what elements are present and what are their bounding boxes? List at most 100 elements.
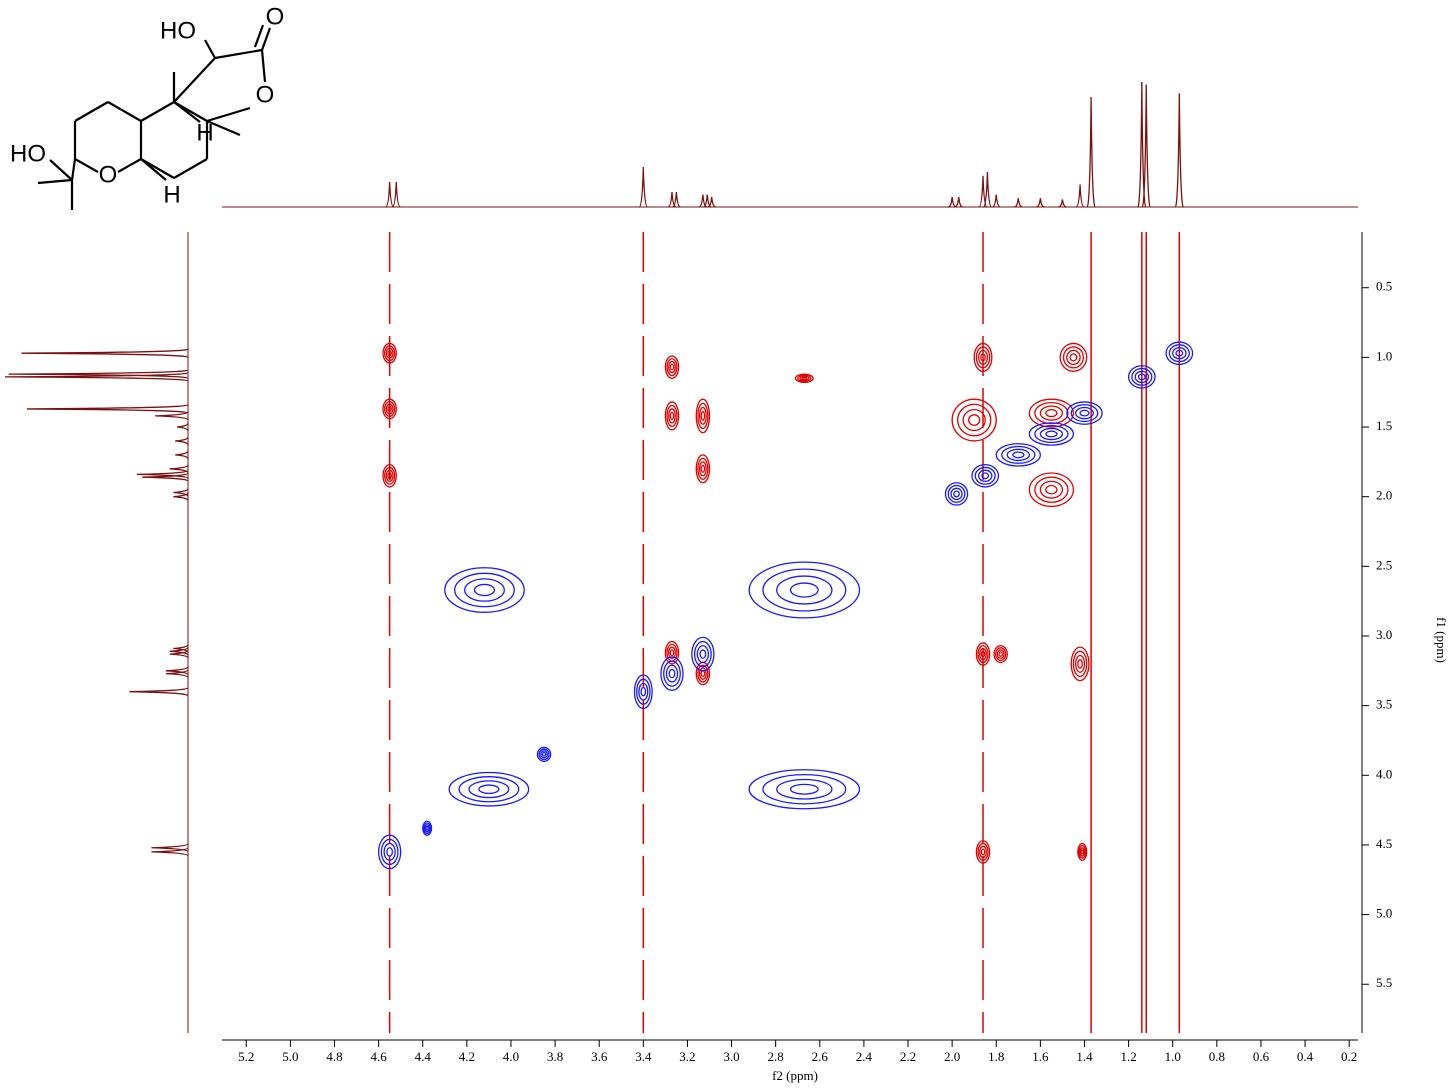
- x-tick-label: 1.4: [1076, 1049, 1093, 1064]
- contour: [387, 848, 393, 856]
- contour: [1046, 410, 1057, 417]
- side-projection-peak: [175, 451, 188, 459]
- top-projection-peak: [1058, 200, 1066, 208]
- side-projection-peak: [21, 349, 188, 357]
- contour: [666, 665, 677, 682]
- y-tick-label: 3.5: [1376, 697, 1392, 712]
- contour: [800, 376, 809, 380]
- side-projection-peak: [129, 688, 188, 696]
- contour: [475, 584, 495, 595]
- contour: [997, 650, 1004, 658]
- contour: [701, 412, 704, 420]
- cross-peak: [445, 568, 524, 613]
- y-tick-label: 1.5: [1376, 418, 1392, 433]
- x-tick-label: 1.0: [1165, 1049, 1181, 1064]
- contour: [541, 751, 548, 758]
- top-projection-peak: [948, 197, 956, 207]
- cross-peak: [1029, 473, 1073, 506]
- cross-peak: [796, 374, 814, 382]
- y-tick-label: 3.0: [1376, 627, 1392, 642]
- top-projection-peak: [1036, 198, 1044, 207]
- x-tick-label: 2.6: [812, 1049, 829, 1064]
- side-projection-peak: [155, 412, 188, 420]
- contour: [701, 465, 704, 472]
- contour: [1040, 428, 1062, 439]
- contour: [999, 652, 1002, 656]
- contour: [1067, 350, 1080, 364]
- cross-peak: [749, 770, 859, 809]
- top-projection-peak: [1087, 97, 1095, 207]
- contour: [700, 408, 707, 425]
- structure-label: H: [163, 181, 180, 208]
- x-tick-label: 4.6: [370, 1049, 387, 1064]
- contour: [1046, 486, 1057, 494]
- y-tick-label: 5.5: [1376, 975, 1392, 990]
- y-tick-label: 1.0: [1376, 348, 1392, 363]
- x-tick-label: 0.2: [1341, 1049, 1357, 1064]
- cross-peak: [976, 841, 989, 863]
- contour: [449, 773, 528, 806]
- contour: [542, 753, 545, 756]
- top-projection-peak: [386, 182, 394, 207]
- x-tick-label: 5.2: [238, 1049, 254, 1064]
- x-tick-label: 1.2: [1120, 1049, 1136, 1064]
- top-projection-peak: [639, 167, 647, 207]
- contour: [980, 846, 987, 857]
- contour: [1076, 655, 1085, 672]
- contour: [469, 781, 509, 798]
- x-tick-label: 2.8: [768, 1049, 784, 1064]
- contour: [445, 568, 524, 613]
- contour: [791, 583, 819, 597]
- contour: [700, 668, 707, 679]
- contour: [670, 412, 673, 419]
- contour: [1013, 452, 1024, 458]
- side-projection-peak: [175, 437, 188, 445]
- cross-peak: [996, 444, 1040, 466]
- y-tick-label: 4.0: [1376, 766, 1392, 781]
- y-tick-label: 0.5: [1376, 279, 1392, 294]
- cross-peak: [994, 646, 1007, 663]
- x-tick-label: 5.0: [282, 1049, 298, 1064]
- x-tick-label: 1.6: [1032, 1049, 1049, 1064]
- structure-label: HO: [10, 140, 46, 167]
- side-projection-peak: [27, 405, 188, 413]
- structure: HO O O H HO O H: [10, 3, 284, 210]
- contour: [1046, 431, 1057, 437]
- x-tick-label: 2.0: [944, 1049, 960, 1064]
- contour: [700, 650, 706, 658]
- contour: [954, 491, 960, 497]
- structure-label: HO: [160, 17, 196, 44]
- cross-peak: [1029, 423, 1073, 445]
- top-projection-peak: [392, 182, 400, 207]
- x-axis-label: f2 (ppm): [772, 1068, 818, 1083]
- contour: [1078, 660, 1082, 668]
- cross-peak: [537, 747, 550, 761]
- contour: [669, 362, 676, 373]
- contour: [1080, 410, 1089, 416]
- contour: [777, 779, 832, 799]
- x-tick-label: 2.4: [856, 1049, 873, 1064]
- x-tick-label: 0.4: [1297, 1049, 1314, 1064]
- y-tick-label: 2.5: [1376, 557, 1392, 572]
- x-tick-label: 1.8: [988, 1049, 1004, 1064]
- contour: [749, 770, 859, 809]
- contour: [641, 688, 645, 696]
- top-projection-peak: [1076, 185, 1084, 208]
- contour: [700, 462, 707, 476]
- cross-peak: [972, 465, 998, 487]
- contour: [426, 826, 428, 829]
- side-projection-peak: [151, 844, 188, 852]
- structure-label: O: [256, 81, 275, 108]
- x-tick-label: 4.0: [503, 1049, 519, 1064]
- contour: [670, 650, 673, 656]
- contour: [1060, 343, 1086, 371]
- cross-peak: [696, 662, 709, 684]
- contour: [951, 488, 962, 499]
- top-projection-peak: [1014, 198, 1022, 207]
- x-tick-label: 3.0: [723, 1049, 739, 1064]
- cross-peak: [661, 657, 683, 690]
- contour: [963, 410, 985, 431]
- y-tick-label: 2.0: [1376, 488, 1392, 503]
- x-tick-label: 4.8: [326, 1049, 342, 1064]
- contour: [802, 377, 806, 379]
